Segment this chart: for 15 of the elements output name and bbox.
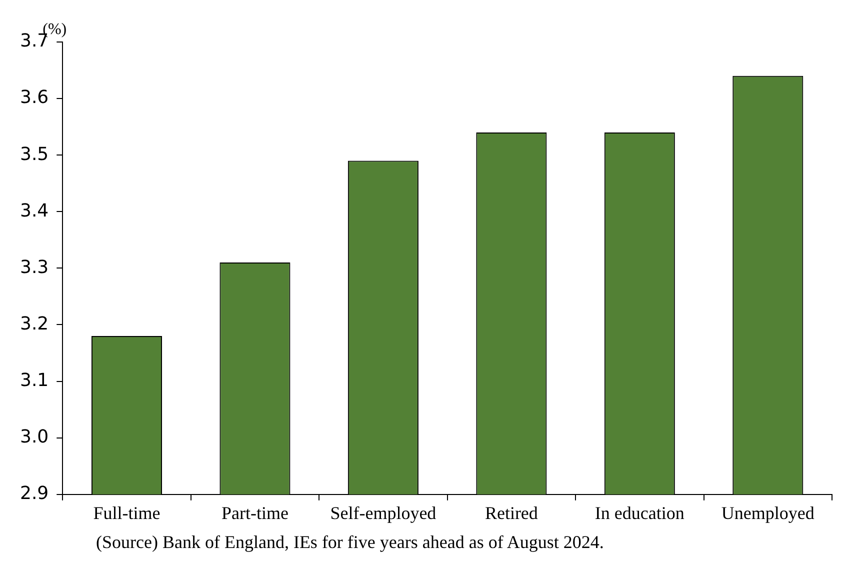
x-tick-label: Unemployed — [721, 502, 814, 523]
x-tick-label: Self-employed — [330, 502, 436, 523]
x-tick-label: Full-time — [93, 502, 160, 523]
x-tick-label: Part-time — [221, 502, 288, 523]
y-tick-label: 3.4 — [20, 200, 49, 222]
y-tick-label: 3.3 — [20, 256, 49, 278]
text: (Source) Bank of England, IEs for five years ahead as of August 2024. — [96, 532, 605, 553]
y-tick-label: 3.1 — [20, 370, 49, 391]
y-tick-label: 3.6 — [20, 87, 49, 108]
y-tick-label: 3.0 — [20, 426, 49, 448]
x-tick-label: In education — [594, 502, 684, 523]
y-tick-label: 3.5 — [20, 144, 49, 165]
y-tick-label: 3.2 — [20, 313, 49, 334]
y-tick-label: 2.9 — [20, 483, 49, 504]
x-tick-label: Retired — [484, 502, 538, 523]
